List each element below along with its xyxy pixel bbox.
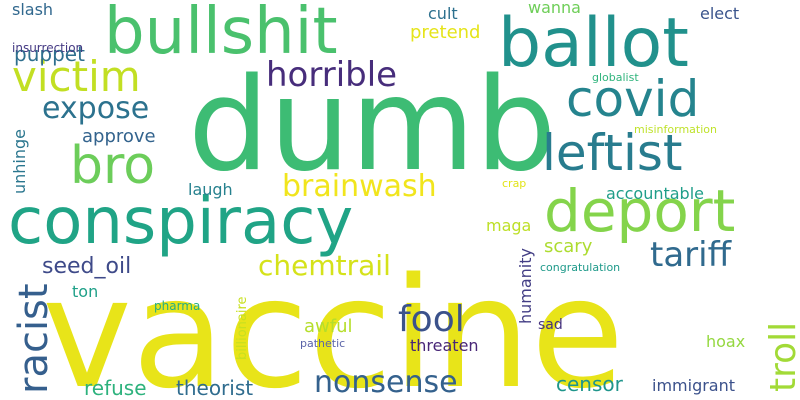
- word-bro: bro: [70, 136, 156, 196]
- word-theorist: theorist: [176, 376, 254, 400]
- word-chemtrail: chemtrail: [258, 249, 391, 282]
- word-threaten: threaten: [410, 336, 479, 355]
- word-congratulation: congratulation: [540, 261, 621, 274]
- word-scary: scary: [544, 236, 593, 257]
- word-accountable: accountable: [606, 184, 704, 203]
- word-horrible: horrible: [266, 55, 398, 95]
- word-billionaire: billionaire: [235, 296, 250, 360]
- word-expose: expose: [42, 91, 150, 126]
- word-awful: awful: [304, 316, 353, 337]
- word-leftist: leftist: [542, 124, 683, 182]
- word-pathetic: pathetic: [300, 337, 346, 350]
- word-wanna: wanna: [528, 0, 581, 17]
- word-puppet: puppet: [14, 42, 85, 66]
- word-deport: deport: [544, 177, 736, 245]
- word-immigrant: immigrant: [652, 376, 736, 395]
- word-seed-oil: seed_oil: [42, 254, 132, 279]
- word-unhinge: unhinge: [10, 128, 29, 194]
- word-pretend: pretend: [410, 22, 481, 43]
- word-vaccine: vaccine: [42, 245, 625, 400]
- word-nonsense: nonsense: [314, 365, 458, 400]
- word-refuse: refuse: [84, 376, 147, 400]
- word-tariff: tariff: [650, 235, 732, 275]
- word-dumb: dumb: [188, 51, 557, 200]
- word-censor: censor: [556, 372, 623, 396]
- word-elect: elect: [700, 4, 740, 23]
- word-covid: covid: [566, 70, 700, 128]
- word-globalist: globalist: [592, 71, 639, 84]
- word-ballot: ballot: [498, 4, 689, 83]
- word-pharma: pharma: [154, 299, 201, 313]
- word-slash: slash: [12, 0, 54, 19]
- word-troll: troll: [763, 321, 800, 392]
- word-conspiracy: conspiracy: [8, 185, 354, 259]
- word-hoax: hoax: [706, 332, 746, 351]
- word-misinformation: misinformation: [634, 123, 717, 136]
- word-fool: fool: [398, 299, 465, 340]
- word-sad: sad: [538, 317, 563, 333]
- word-ton: ton: [72, 282, 99, 301]
- word-cult: cult: [428, 4, 458, 23]
- word-racist: racist: [11, 283, 57, 394]
- word-bullshit: bullshit: [104, 0, 338, 69]
- word-crap: crap: [502, 177, 527, 190]
- word-brainwash: brainwash: [282, 169, 437, 204]
- word-approve: approve: [82, 126, 156, 147]
- word-laugh: laugh: [188, 180, 233, 199]
- word-insurrection: insurrection: [12, 41, 84, 55]
- word-maga: maga: [486, 216, 532, 235]
- word-humanity: humanity: [516, 248, 535, 324]
- word-victim: victim: [12, 52, 141, 101]
